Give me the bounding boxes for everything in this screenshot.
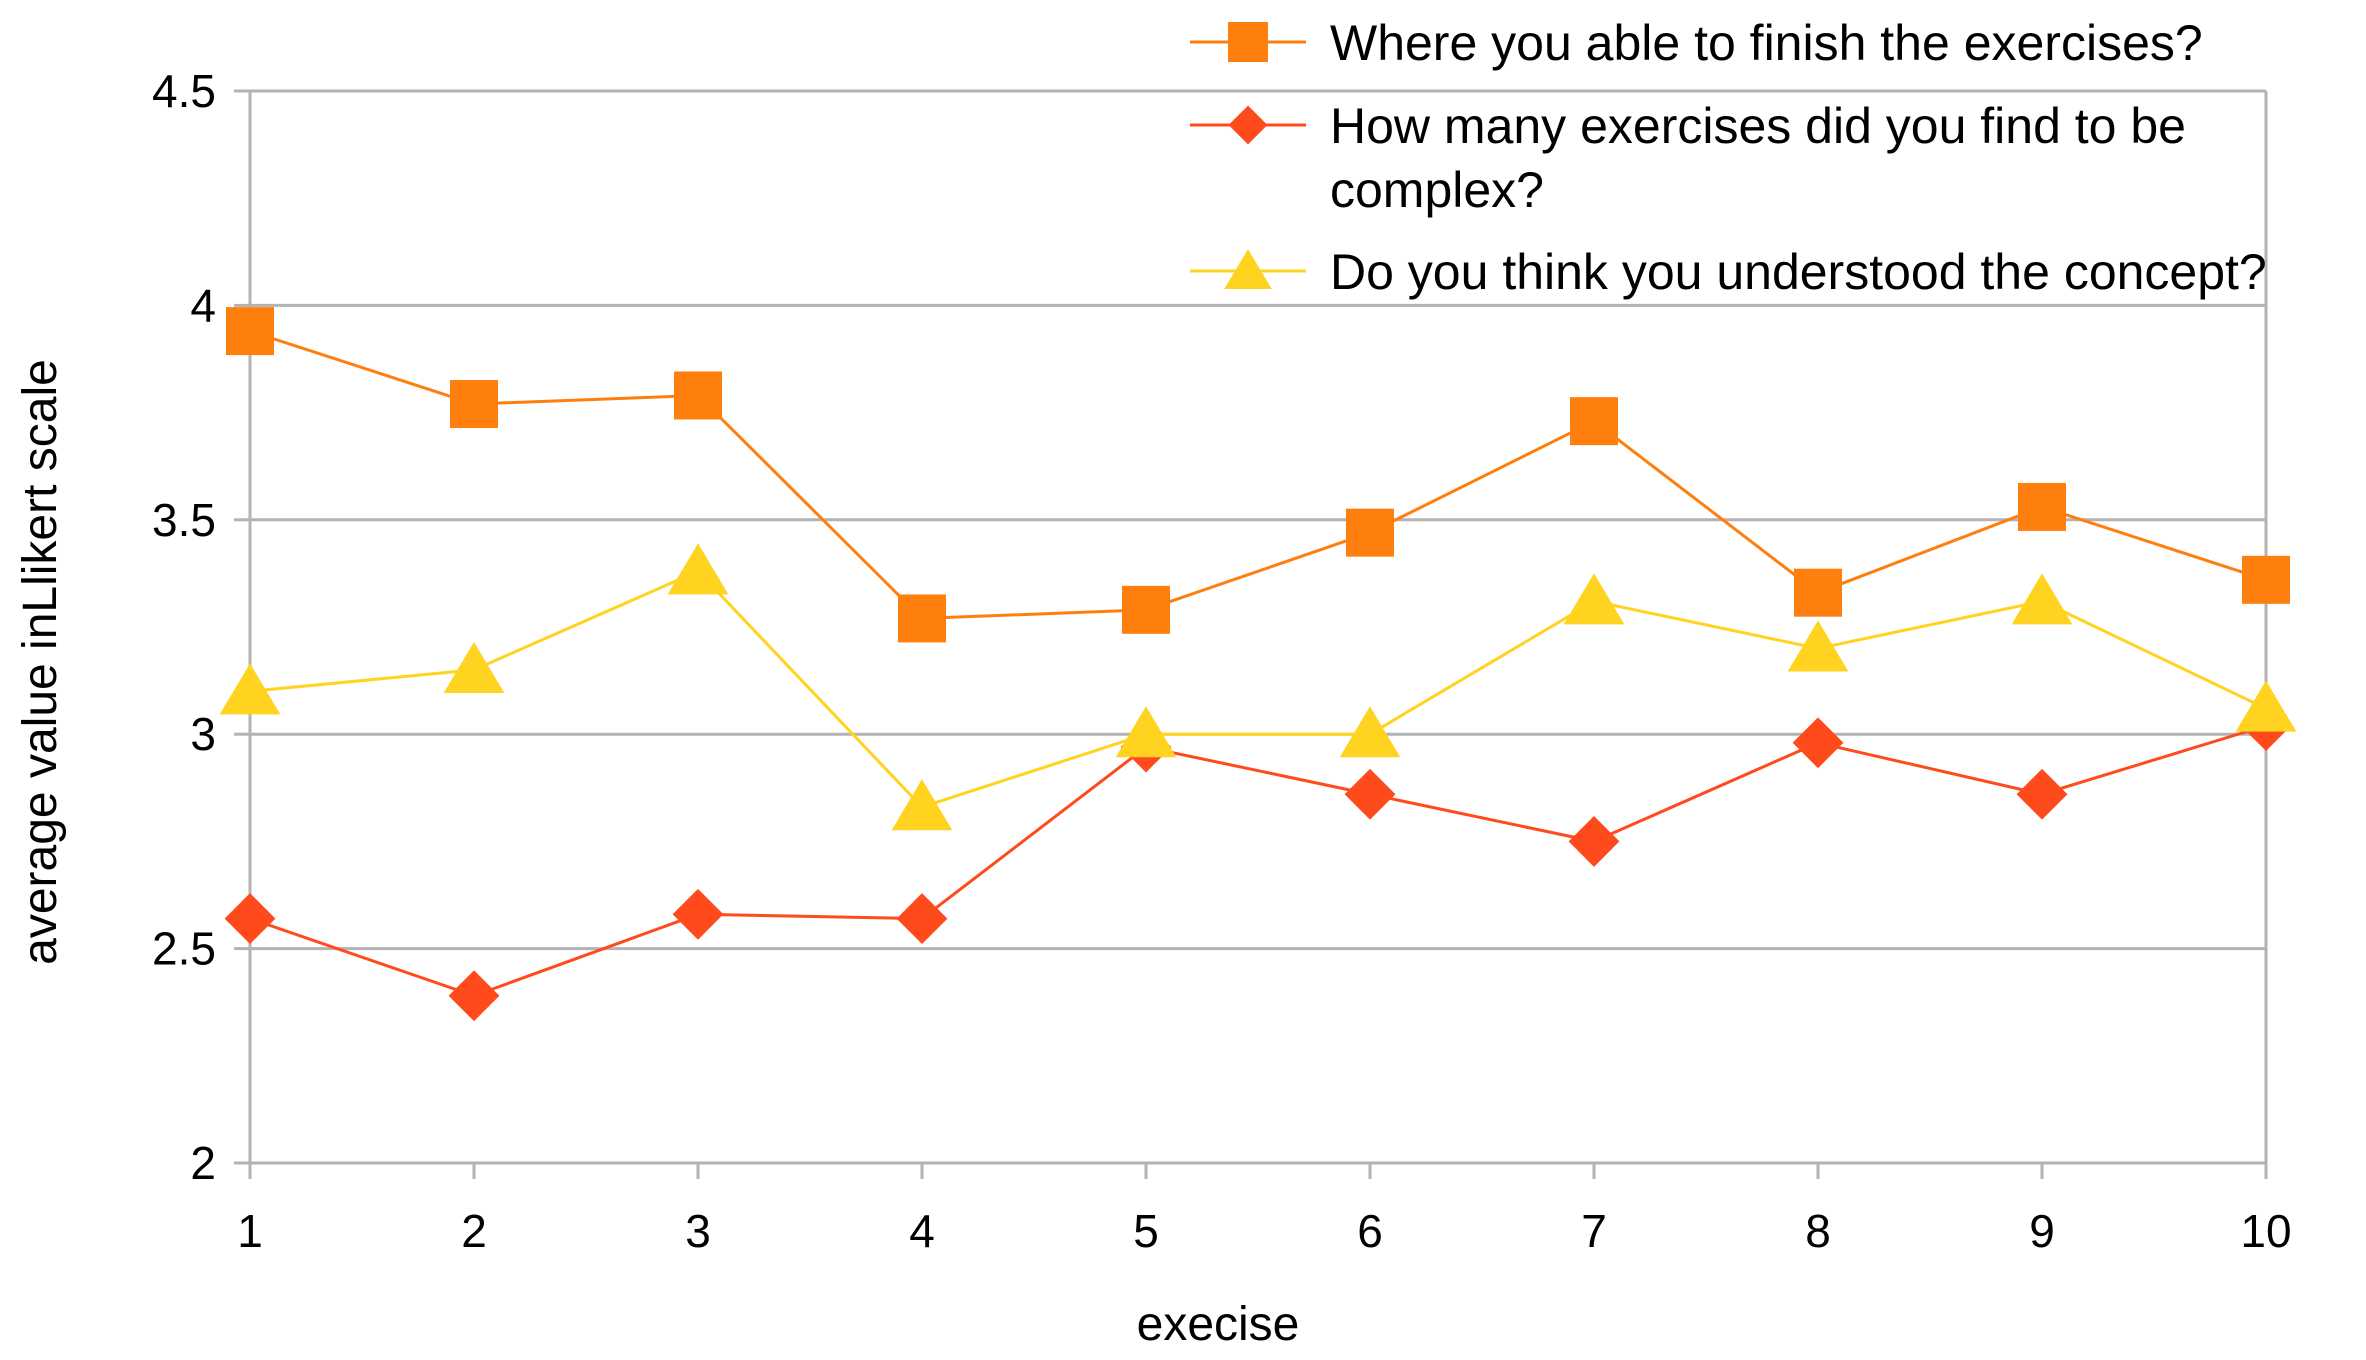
legend: Where you able to finish the exercises? H… <box>1190 15 2267 300</box>
data-point-square <box>2018 482 2066 531</box>
series-3 <box>219 543 2297 831</box>
data-point-triangle <box>1787 620 1849 672</box>
legend-entry: Do you think you understood the concept? <box>1190 244 2267 300</box>
y-tick-label: 4 <box>190 279 216 331</box>
data-point-diamond <box>448 970 500 1022</box>
y-axis-title: average value inLlikert scale <box>14 359 67 965</box>
legend-marker-triangle <box>1224 249 1272 289</box>
x-tick-label: 1 <box>237 1205 263 1257</box>
data-point-square <box>674 371 722 420</box>
data-point-triangle <box>1339 706 1401 758</box>
x-tick-label: 6 <box>1357 1205 1383 1257</box>
data-point-triangle <box>219 663 281 715</box>
data-point-triangle <box>1115 706 1177 758</box>
data-point-diamond <box>1344 768 1396 820</box>
x-tick-label: 9 <box>2029 1205 2055 1257</box>
data-point-triangle <box>2235 680 2297 732</box>
series-line <box>249 329 2267 620</box>
data-point-diamond <box>672 888 724 940</box>
series-1 <box>226 307 2290 643</box>
data-point-triangle <box>667 543 729 595</box>
data-point-square <box>898 594 946 643</box>
data-point-square <box>2242 555 2290 604</box>
data-series <box>219 307 2297 1022</box>
data-point-diamond <box>1568 815 1620 867</box>
data-point-square <box>1346 508 1394 557</box>
y-tick-label: 3 <box>190 708 216 760</box>
legend-label: Where you able to finish the exercises? <box>1330 15 2203 71</box>
data-point-square <box>226 307 274 356</box>
legend-marker-square <box>1228 22 1268 62</box>
legend-entry: How many exercises did you find to be com… <box>1190 98 2186 218</box>
axes <box>234 89 2268 1179</box>
data-point-triangle <box>443 641 505 693</box>
x-tick-label: 3 <box>685 1205 711 1257</box>
series-line <box>249 569 2267 809</box>
data-point-triangle <box>1563 573 1625 625</box>
data-point-diamond <box>2016 768 2068 820</box>
data-point-diamond <box>1792 717 1844 769</box>
x-tick-label: 4 <box>909 1205 935 1257</box>
data-point-triangle <box>2011 573 2073 625</box>
y-tick-label: 4.5 <box>152 65 216 117</box>
legend-entry: Where you able to finish the exercises? <box>1190 15 2203 71</box>
series-line <box>249 724 2267 998</box>
data-point-square <box>1794 568 1842 617</box>
x-tick-label: 2 <box>461 1205 487 1257</box>
data-point-diamond <box>224 893 276 944</box>
series-2 <box>224 700 2292 1022</box>
tick-labels: 22.533.544.51 2 3 4 5 6 7 8 9 10 <box>152 65 2292 1257</box>
legend-label: How many exercises did you find to be com… <box>1330 98 2186 218</box>
data-point-square <box>1570 397 1618 446</box>
x-tick-label: 8 <box>1805 1205 1831 1257</box>
grid-lines <box>250 89 2266 951</box>
x-tick-label: 7 <box>1581 1205 1607 1257</box>
data-point-triangle <box>891 779 953 831</box>
data-point-diamond <box>896 893 948 944</box>
x-tick-label: 10 <box>2240 1205 2291 1257</box>
data-point-square <box>1122 585 1170 634</box>
legend-marker-diamond <box>1228 105 1268 145</box>
x-axis-title: execise <box>1137 1298 1300 1351</box>
data-point-square <box>450 380 498 429</box>
y-tick-label: 3.5 <box>152 494 216 546</box>
y-tick-label: 2.5 <box>152 923 216 975</box>
x-tick-label: 5 <box>1133 1205 1159 1257</box>
y-tick-label: 2 <box>190 1137 216 1189</box>
legend-label: Do you think you understood the concept? <box>1330 244 2267 300</box>
